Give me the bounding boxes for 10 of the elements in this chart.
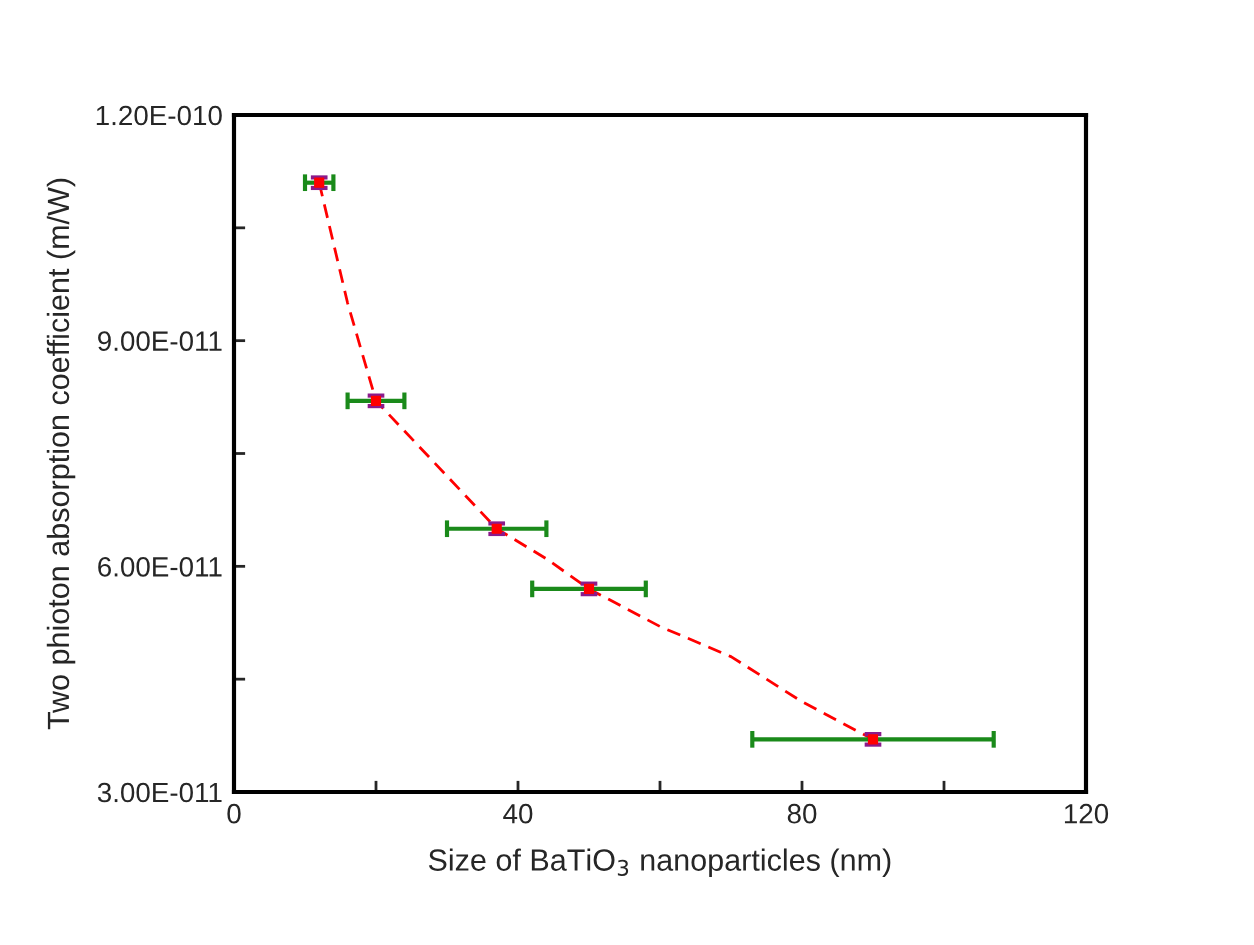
- y-tick-label: 9.00E-011: [98, 331, 222, 352]
- y-axis-title: Two phioton absorption coefficient (m/W): [46, 178, 76, 730]
- x-tick-label: 80: [787, 803, 817, 824]
- y-tick-label: 3.00E-011: [97, 782, 222, 803]
- x-tick-label: 40: [503, 803, 533, 824]
- x-tick-label: 0: [227, 803, 241, 824]
- y-tick-label: 1.20E-010: [96, 105, 222, 126]
- y-tick-label: 6.00E-011: [98, 557, 222, 577]
- x-axis-title: Size of BaTiO$_{3}$ nanoparticles (nm): [428, 848, 891, 877]
- x-tick-label: 120: [1064, 803, 1109, 824]
